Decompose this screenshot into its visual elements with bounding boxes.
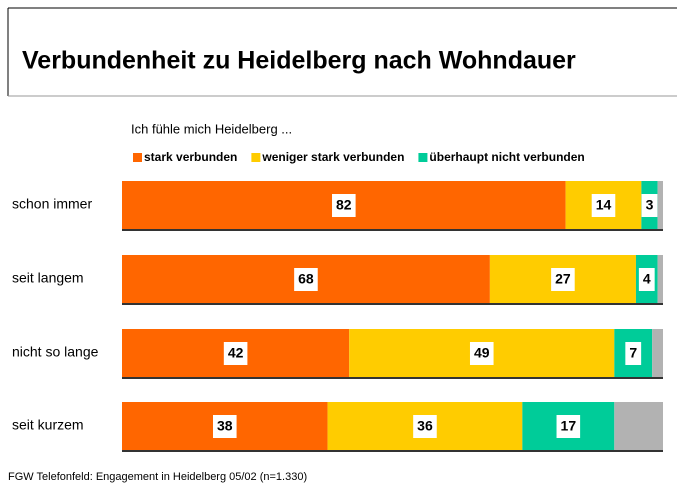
footnote: FGW Telefonfeld: Engagement in Heidelber…: [8, 471, 307, 483]
y-tick-label: seit langem: [12, 270, 84, 286]
data-label: 38: [217, 418, 233, 434]
data-label: 68: [298, 271, 314, 287]
data-label-box: [213, 415, 237, 438]
data-label-box: [625, 342, 642, 365]
data-label-box: [223, 342, 248, 365]
bar-segment: [657, 255, 663, 303]
data-label-box: [294, 268, 318, 291]
data-label-box: [641, 194, 658, 217]
data-label-box: [413, 415, 437, 438]
data-label-box: [332, 194, 356, 217]
legend-label: überhaupt nicht verbunden: [429, 150, 584, 164]
data-label-box: [551, 268, 575, 291]
legend-swatch: [251, 153, 261, 162]
y-tick-label: nicht so lange: [12, 344, 99, 360]
legend-swatch: [418, 153, 428, 162]
bar-segment: [657, 181, 663, 229]
data-label: 7: [629, 345, 637, 361]
legend-label: weniger stark verbunden: [261, 150, 404, 164]
data-label: 42: [228, 345, 244, 361]
bar-segment: [614, 402, 663, 450]
data-label: 49: [474, 345, 490, 361]
data-label-box: [469, 342, 494, 365]
bar-segment: [652, 329, 663, 377]
data-label: 36: [417, 418, 433, 434]
subtitle: Ich fühle mich Heidelberg ...: [131, 121, 292, 136]
data-label: 17: [561, 418, 577, 434]
data-label-box: [556, 415, 581, 438]
y-tick-label: schon immer: [12, 196, 92, 212]
chart-title: Verbundenheit zu Heidelberg nach Wohndau…: [22, 47, 576, 75]
data-label: 27: [555, 271, 571, 287]
data-label: 4: [643, 271, 651, 287]
data-label-box: [591, 194, 616, 217]
data-label: 3: [646, 197, 654, 213]
data-label: 82: [336, 197, 352, 213]
data-label-box: [638, 268, 655, 291]
y-tick-label: seit kurzem: [12, 417, 84, 433]
legend-swatch: [133, 153, 142, 162]
data-label: 14: [596, 197, 612, 213]
legend-label: stark verbunden: [144, 150, 237, 164]
